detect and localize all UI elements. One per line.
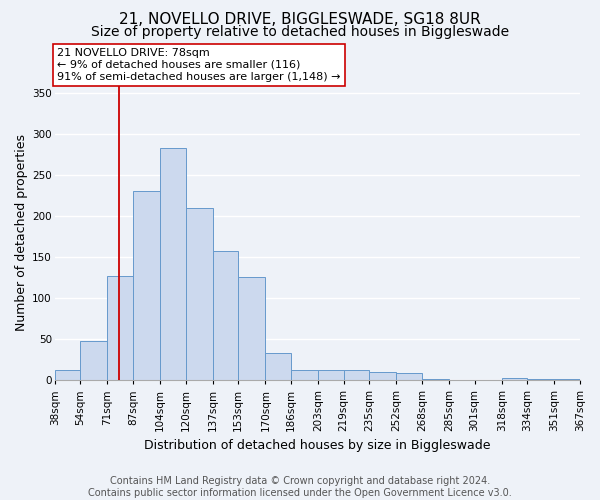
Text: Contains HM Land Registry data © Crown copyright and database right 2024.
Contai: Contains HM Land Registry data © Crown c…: [88, 476, 512, 498]
Bar: [369, 372, 397, 380]
Bar: [344, 370, 369, 380]
Text: 21 NOVELLO DRIVE: 78sqm
← 9% of detached houses are smaller (116)
91% of semi-de: 21 NOVELLO DRIVE: 78sqm ← 9% of detached…: [58, 48, 341, 82]
Bar: [80, 342, 107, 380]
Bar: [397, 374, 422, 380]
Bar: [213, 251, 238, 380]
Bar: [318, 370, 344, 380]
Bar: [55, 370, 80, 380]
Bar: [554, 379, 580, 380]
Bar: [291, 370, 318, 380]
Bar: [527, 379, 554, 380]
Text: 21, NOVELLO DRIVE, BIGGLESWADE, SG18 8UR: 21, NOVELLO DRIVE, BIGGLESWADE, SG18 8UR: [119, 12, 481, 28]
X-axis label: Distribution of detached houses by size in Biggleswade: Distribution of detached houses by size …: [144, 440, 491, 452]
Bar: [160, 148, 185, 380]
Bar: [133, 191, 160, 380]
Text: Size of property relative to detached houses in Biggleswade: Size of property relative to detached ho…: [91, 25, 509, 39]
Bar: [185, 208, 213, 380]
Bar: [502, 378, 527, 380]
Bar: [107, 276, 133, 380]
Bar: [422, 379, 449, 380]
Y-axis label: Number of detached properties: Number of detached properties: [15, 134, 28, 331]
Bar: [238, 278, 265, 380]
Bar: [265, 353, 291, 380]
